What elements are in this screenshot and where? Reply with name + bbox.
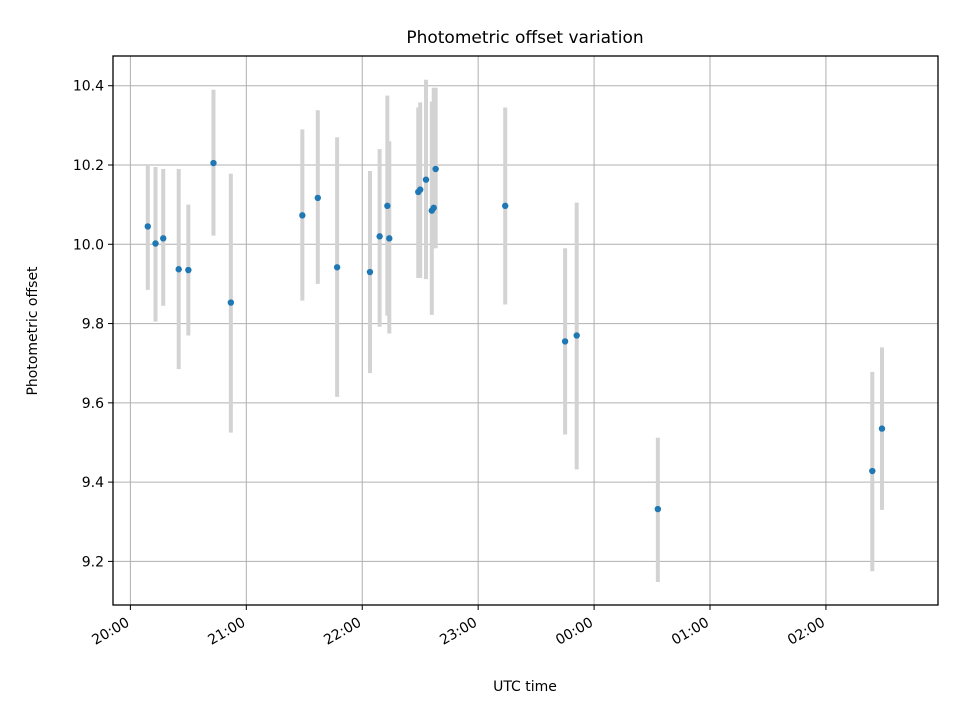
data-point — [227, 299, 235, 306]
y-tick-label: 9.8 — [82, 317, 104, 333]
data-point — [878, 425, 886, 432]
data-point — [386, 235, 393, 242]
data-point — [384, 202, 391, 210]
plot-frame — [112, 55, 939, 606]
y-tick-label: 10.2 — [73, 158, 104, 174]
data-point — [160, 235, 167, 242]
data-points — [144, 159, 886, 513]
data-point — [314, 194, 322, 202]
data-point — [210, 159, 217, 167]
data-point — [299, 212, 306, 219]
data-point — [185, 266, 192, 274]
data-point — [422, 176, 430, 183]
x-axis-label: UTC time — [493, 679, 557, 695]
data-point — [417, 186, 424, 193]
data-point — [152, 240, 159, 247]
data-point — [502, 202, 509, 210]
data-point — [333, 264, 341, 271]
data-point — [144, 223, 151, 230]
y-tick-label: 10.4 — [73, 79, 104, 95]
x-tick-label: 21:00 — [205, 615, 248, 649]
data-point — [654, 505, 662, 513]
y-tick-label: 9.4 — [82, 475, 104, 491]
chart-title: Photometric offset variation — [406, 28, 643, 48]
x-tick-label: 00:00 — [553, 615, 596, 649]
data-point — [430, 204, 437, 212]
x-axis-ticks: 20:00 21:00 22:00 23:00 00:00 01:00 02:00 — [89, 605, 828, 649]
data-point — [869, 467, 876, 475]
grid-lines — [113, 56, 938, 605]
data-point — [573, 332, 580, 339]
data-point — [175, 266, 182, 273]
y-tick-label: 9.6 — [82, 396, 104, 412]
error-bars — [145, 79, 884, 583]
data-point — [376, 233, 383, 240]
x-tick-label: 22:00 — [321, 615, 364, 649]
y-tick-label: 10.0 — [73, 237, 104, 253]
y-axis-label: Photometric offset — [25, 266, 41, 396]
data-point — [366, 268, 374, 276]
y-tick-label: 9.2 — [82, 554, 104, 570]
x-tick-label: 02:00 — [785, 615, 828, 649]
y-axis-ticks: 9.2 9.4 9.6 9.8 10.0 10.2 10.4 — [73, 79, 113, 570]
x-tick-label: 01:00 — [669, 615, 712, 649]
x-tick-label: 23:00 — [437, 615, 480, 649]
data-point — [432, 165, 439, 173]
data-point — [561, 338, 569, 345]
x-tick-label: 20:00 — [89, 615, 132, 649]
